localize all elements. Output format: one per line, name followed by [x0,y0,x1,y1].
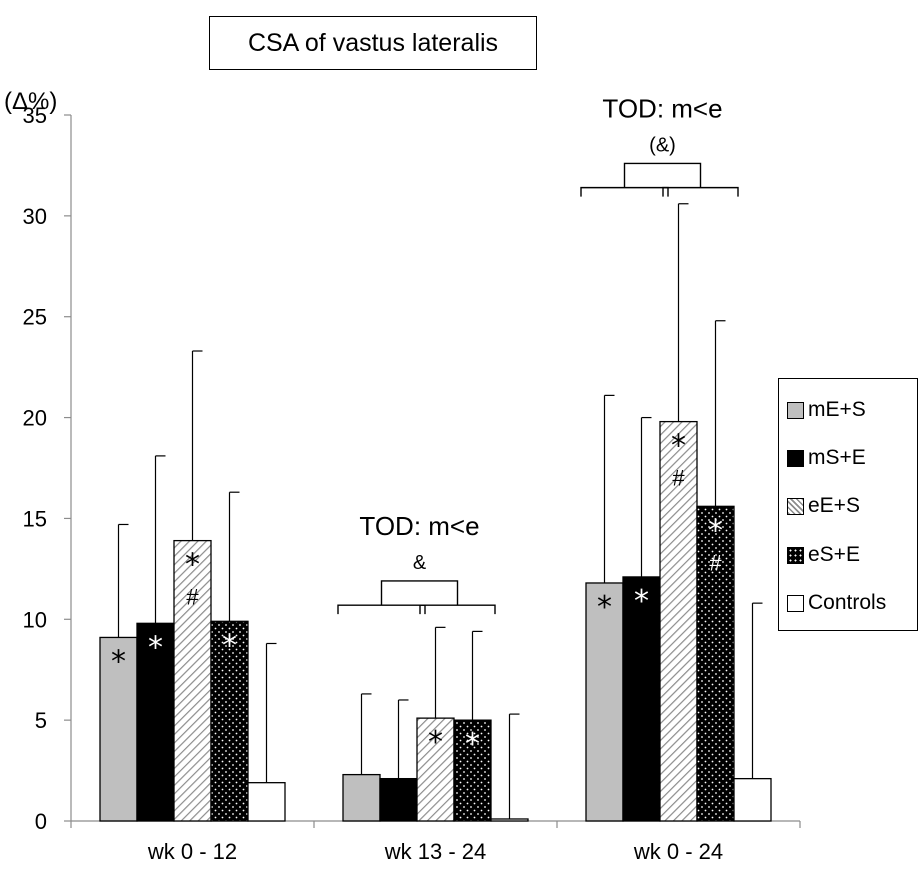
bracket-right [662,186,739,197]
bracket-right [419,604,496,615]
legend-label-0: mE+S [808,398,866,421]
legend-swatch-4 [787,594,804,612]
significance-star: * [634,584,649,619]
bar [622,576,661,822]
bar [490,818,529,822]
legend-label-1: mS+E [808,446,866,469]
y-tick-label: 10 [23,607,47,632]
bar [342,773,381,822]
axes: 0 5 10 15 20 25 30 35 wk 0 - 12 wk 13 - 24 wk 0 - … [23,103,801,864]
legend-swatch-0 [787,401,804,419]
significance-star: * [597,590,612,625]
legend-swatch-3 [787,546,804,564]
annotations: & TOD: m<e (&) TOD: m<e [337,93,739,615]
bar [453,719,492,822]
significance-star: * [185,548,200,583]
y-axis-label: (Δ%) [4,88,58,115]
bar [247,782,286,822]
x-tick-label: wk 0 - 12 [147,839,237,864]
bar [733,777,772,822]
bar [379,777,418,822]
significance-star: * [148,630,163,665]
y-tick-label: 15 [23,506,47,531]
y-tick-label: 25 [23,305,47,330]
significance-hash: # [186,585,199,610]
bracket-left [580,186,669,197]
x-tick-label: wk 0 - 24 [633,839,723,864]
legend-swatch-2 [787,497,804,515]
bars: *****#**#***# [99,203,772,822]
significance-hash: # [709,550,722,575]
bar [585,582,624,822]
y-tick-label: 5 [35,708,47,733]
legend-item-1: mS+E [787,445,866,471]
legend-label-2: eE+S [808,494,860,517]
legend-swatch-1 [787,449,804,467]
y-tick-label: 30 [23,204,47,229]
bracket-top [380,580,459,606]
significance-star: * [465,727,480,762]
significance-hash: # [672,466,685,491]
y-tick-label: 35 [23,103,47,128]
legend-label-4: Controls [808,591,887,614]
bracket-top [623,162,702,188]
bar [99,636,138,822]
annotation-sub: & [413,552,427,574]
y-tick-label: 0 [35,809,47,834]
legend-item-2: eE+S [787,493,860,519]
chart-title: CSA of vastus lateralis [209,16,537,70]
annotation-label: TOD: m<e [602,93,722,123]
significance-star: * [708,513,723,548]
significance-star: * [111,644,126,679]
x-tick-label: wk 13 - 24 [384,839,487,864]
bar [173,539,212,822]
bar [696,505,735,822]
significance-star: * [222,628,237,663]
legend-label-3: eS+E [808,543,860,566]
significance-star: * [671,429,686,464]
legend-item-4: Controls [787,590,886,616]
bar [659,420,698,822]
annotation-sub: (&) [649,134,676,156]
significance-star: * [428,725,443,760]
bar [210,620,249,822]
legend: mE+S mS+E eE+S eS+E Controls [778,378,918,631]
y-tick-label: 20 [23,406,47,431]
annotation-label: TOD: m<e [359,511,479,541]
legend-item-0: mE+S [787,397,866,423]
legend-item-3: eS+E [787,542,860,568]
bracket-left [337,604,426,615]
bar [416,717,455,822]
